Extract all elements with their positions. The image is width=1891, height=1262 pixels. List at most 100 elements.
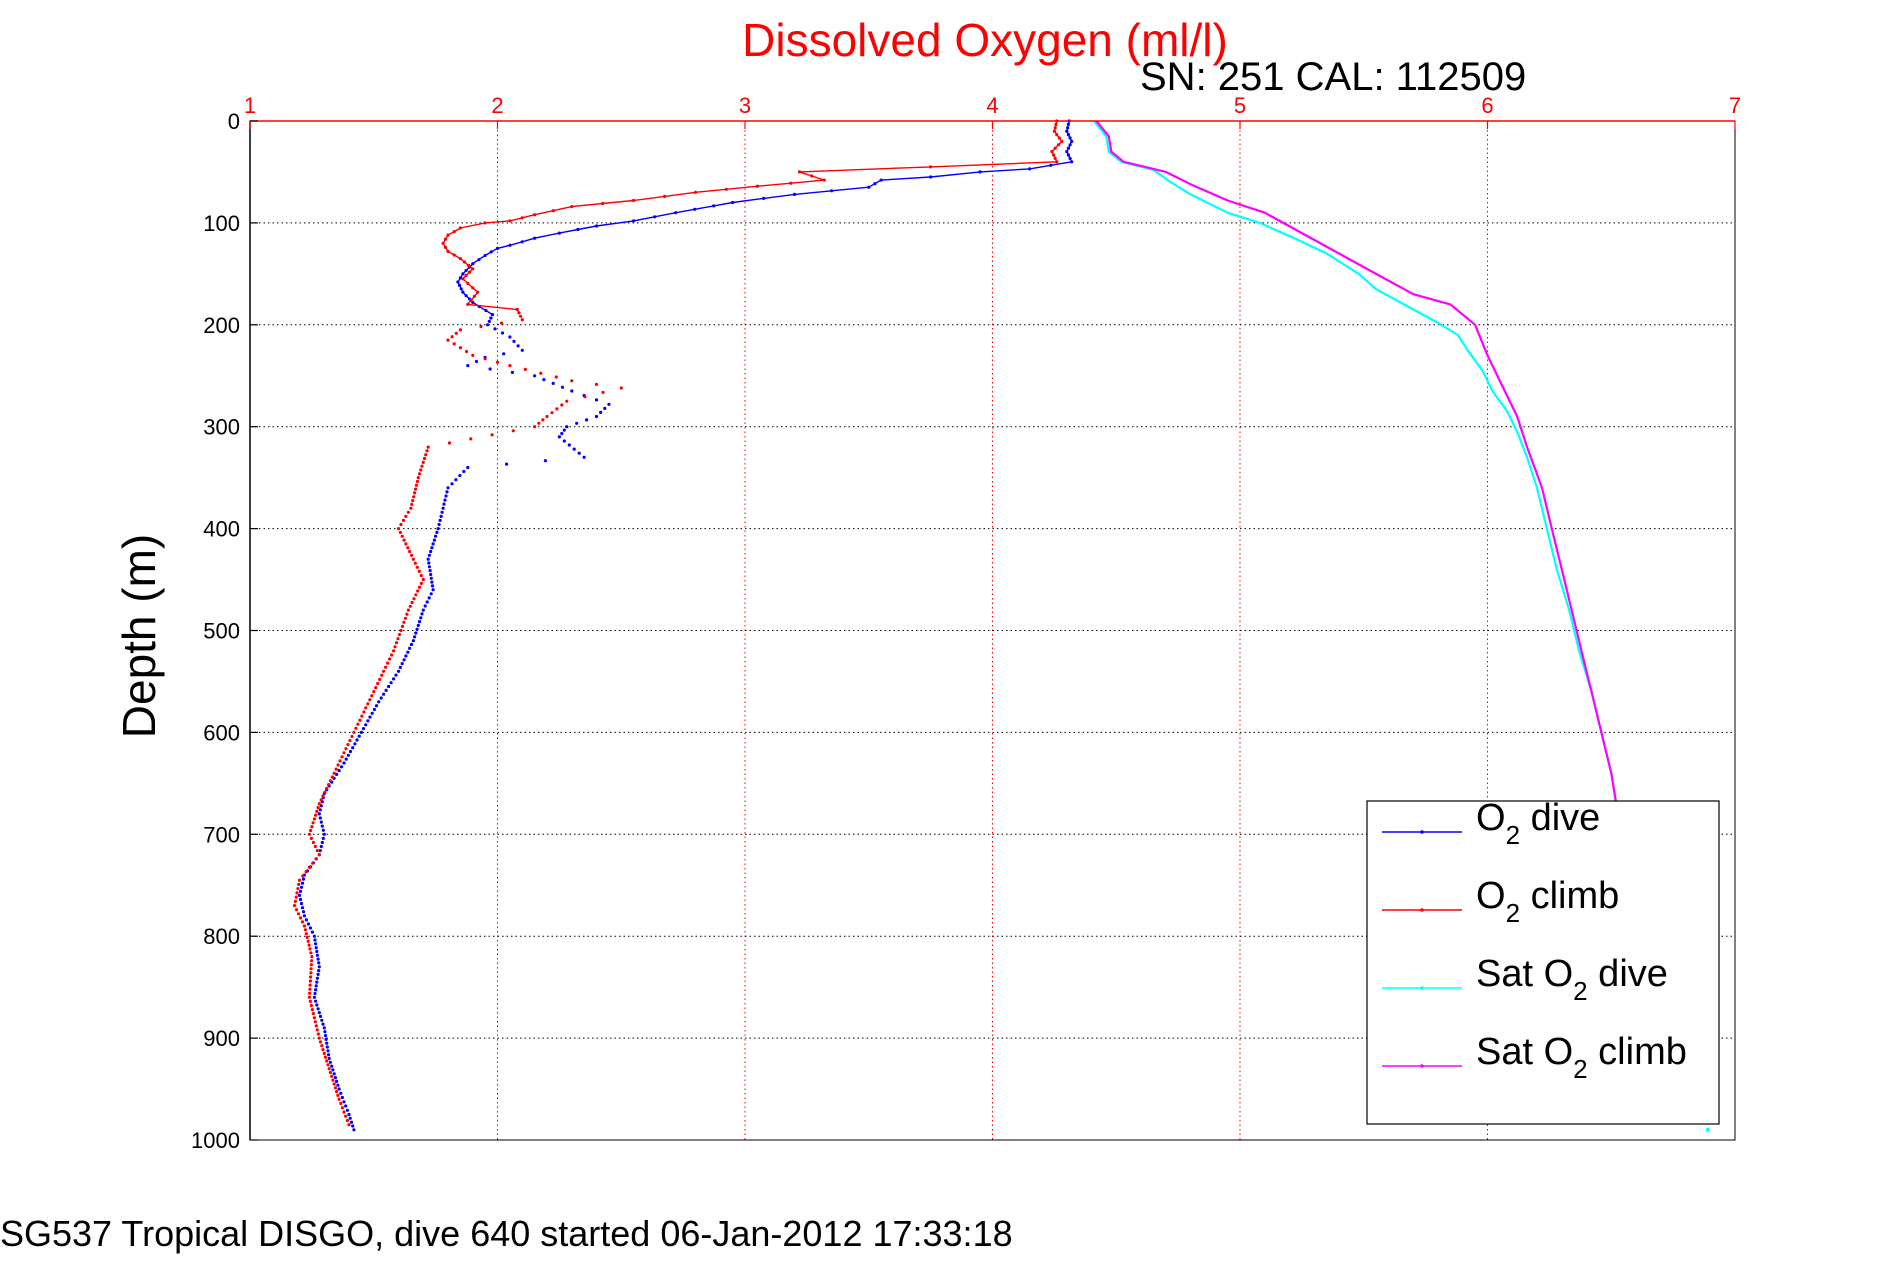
- data-point: [430, 584, 435, 588]
- data-point: [1705, 1127, 1710, 1132]
- data-point: [406, 608, 410, 612]
- x-tick-label: 5: [1234, 93, 1246, 118]
- data-point: [537, 421, 541, 425]
- data-point: [310, 825, 314, 829]
- data-point: [339, 1091, 343, 1095]
- data-point: [308, 983, 312, 987]
- data-point: [400, 662, 404, 666]
- data-point: [408, 604, 412, 608]
- data-point: [550, 411, 554, 415]
- data-point: [296, 912, 301, 916]
- data-point: [335, 772, 339, 777]
- series-sat-o2-climb: [1095, 120, 1618, 804]
- x-tick-label: 4: [986, 93, 998, 118]
- data-point: [792, 192, 797, 196]
- data-point: [456, 280, 460, 284]
- data-point: [423, 604, 427, 608]
- data-point: [316, 957, 320, 961]
- data-point: [412, 597, 416, 601]
- y-tick-label: 300: [203, 415, 240, 440]
- data-point: [344, 1104, 348, 1108]
- data-point: [454, 331, 458, 335]
- data-point: [370, 711, 374, 715]
- chart-title: Dissolved Oxygen (ml/l): [742, 14, 1228, 66]
- data-point: [419, 468, 423, 472]
- data-point: [396, 669, 401, 673]
- data-point: [1066, 126, 1070, 130]
- data-point: [594, 382, 599, 386]
- data-point: [298, 889, 303, 894]
- data-point: [440, 510, 444, 514]
- data-point: [583, 395, 587, 399]
- data-point: [309, 951, 313, 955]
- data-point: [392, 649, 396, 653]
- data-point: [489, 316, 493, 320]
- data-point: [308, 947, 312, 951]
- data-point: [458, 328, 462, 332]
- data-point: [323, 790, 327, 794]
- data-point: [301, 874, 305, 878]
- data-point: [314, 813, 318, 817]
- data-point: [430, 546, 434, 550]
- data-point: [508, 335, 512, 339]
- data-point: [490, 433, 494, 437]
- data-point: [458, 474, 462, 478]
- series-line: [1093, 120, 1618, 804]
- data-point: [323, 1034, 328, 1038]
- data-point: [319, 844, 323, 849]
- data-point: [724, 187, 729, 191]
- data-point: [346, 753, 350, 757]
- data-point: [307, 865, 311, 870]
- data-point: [352, 1128, 356, 1132]
- data-point: [450, 335, 454, 339]
- data-point: [417, 620, 422, 624]
- data-point: [483, 253, 487, 258]
- data-point: [653, 215, 657, 219]
- data-point: [477, 258, 481, 262]
- data-point: [314, 999, 318, 1003]
- data-point: [300, 881, 305, 885]
- data-point: [323, 1030, 327, 1034]
- data-point: [322, 1051, 326, 1055]
- data-point: [693, 190, 698, 194]
- data-point: [555, 407, 559, 411]
- data-point: [316, 1032, 320, 1036]
- data-point: [331, 1068, 335, 1072]
- data-point: [306, 922, 310, 926]
- legend-swatch-marker: [1420, 830, 1424, 834]
- data-point: [401, 518, 406, 523]
- series-o2-dive: [297, 119, 1074, 1132]
- data-point: [601, 201, 605, 206]
- data-point: [297, 893, 302, 898]
- data-point: [443, 245, 448, 249]
- data-point: [313, 991, 317, 996]
- data-point: [430, 580, 434, 584]
- data-point: [331, 1078, 335, 1082]
- data-point: [551, 381, 555, 385]
- data-point: [384, 688, 388, 693]
- data-point: [342, 1100, 346, 1104]
- data-point: [1054, 122, 1058, 126]
- data-point: [346, 743, 350, 747]
- data-point: [321, 1022, 325, 1026]
- data-point: [333, 1086, 337, 1090]
- data-point: [345, 1108, 349, 1112]
- data-point: [320, 1044, 324, 1048]
- data-point: [488, 367, 492, 371]
- data-point: [431, 588, 435, 592]
- data-point: [317, 853, 321, 857]
- data-point: [1065, 129, 1069, 133]
- data-point: [325, 786, 329, 791]
- data-point: [308, 999, 312, 1004]
- data-point: [313, 844, 317, 849]
- data-point: [337, 769, 341, 773]
- data-point: [410, 600, 414, 605]
- data-point: [320, 824, 324, 828]
- data-point: [378, 677, 382, 682]
- data-point: [309, 975, 313, 979]
- data-point: [594, 398, 599, 402]
- data-point: [351, 746, 355, 750]
- data-point: [309, 967, 313, 971]
- data-point: [426, 445, 430, 449]
